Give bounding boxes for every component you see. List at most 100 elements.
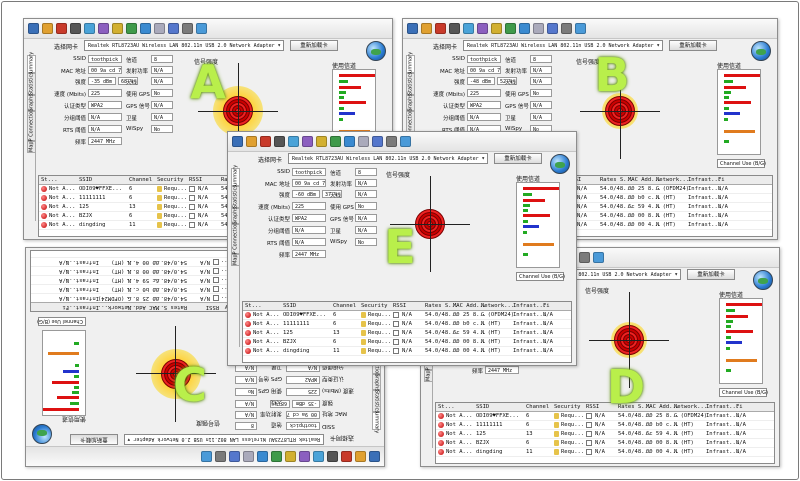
info-icon[interactable]	[561, 23, 572, 34]
rssi-checkbox[interactable]	[213, 277, 219, 283]
save-icon[interactable]	[232, 136, 243, 147]
column-header[interactable]: RSSI	[393, 303, 407, 309]
rssi-checkbox[interactable]	[189, 186, 195, 192]
save-icon[interactable]	[407, 23, 418, 34]
filter-icon[interactable]	[274, 136, 285, 147]
channel-type-select[interactable]: Channel Use (B/G)	[719, 388, 768, 397]
rssi-checkbox[interactable]	[586, 413, 592, 419]
table-row[interactable]: Not A...11111111 6 Requ... N/A 54.0/48...00 …	[243, 320, 571, 329]
column-header[interactable]: Channel	[526, 404, 550, 410]
rssi-checkbox[interactable]	[213, 295, 219, 301]
info-icon[interactable]	[182, 23, 193, 34]
tab-ip-connection[interactable]: IP Connection	[27, 108, 36, 144]
filter-icon[interactable]	[70, 23, 81, 34]
column-header[interactable]: RSSI	[205, 304, 219, 310]
list-icon[interactable]	[243, 451, 254, 462]
reload-adapter-button[interactable]: 重新加载卡	[669, 40, 717, 51]
column-header[interactable]: Channel	[129, 177, 153, 183]
search-icon[interactable]	[201, 451, 212, 462]
search-icon[interactable]	[593, 252, 604, 263]
copy-icon[interactable]	[463, 23, 474, 34]
column-header[interactable]: SSID	[79, 177, 93, 183]
rssi-checkbox[interactable]	[213, 259, 219, 265]
table-row[interactable]: Not A...125 13 Requ... N/A 54.0/48...6c 59 4…	[436, 430, 774, 439]
log-icon[interactable]	[302, 136, 313, 147]
scan-icon[interactable]	[491, 23, 502, 34]
reload-adapter-button[interactable]: 重新加载卡	[687, 269, 735, 280]
column-header[interactable]: St...	[245, 303, 262, 309]
settings-icon[interactable]	[344, 136, 355, 147]
column-header[interactable]: Fi	[62, 304, 69, 310]
tab-summary[interactable]: Summary	[406, 51, 415, 77]
search-icon[interactable]	[575, 23, 586, 34]
adapter-select[interactable]: Realtek RTL8723AU Wireless LAN 802.11n U…	[84, 40, 284, 51]
column-header[interactable]: Infrast...	[706, 404, 740, 410]
tab-statistics[interactable]: Statistics	[231, 185, 240, 209]
open-folder-icon[interactable]	[42, 23, 53, 34]
copy-icon[interactable]	[288, 136, 299, 147]
settings-icon[interactable]	[140, 23, 151, 34]
channel-type-select[interactable]: Channel Use (B/G)	[717, 159, 766, 168]
column-header[interactable]: St...	[41, 177, 58, 183]
scan-icon[interactable]	[112, 23, 123, 34]
save-icon[interactable]	[369, 451, 380, 462]
tab-summary[interactable]: Summary	[372, 408, 381, 434]
help-icon[interactable]	[372, 136, 383, 147]
info-icon[interactable]	[215, 451, 226, 462]
table-row[interactable]: Not A...125 13 Requ... N/A 54.0/48...6c 59 4…	[243, 329, 571, 338]
channel-type-select[interactable]: Channel Use (B/G)	[37, 317, 86, 326]
log-icon[interactable]	[299, 451, 310, 462]
rssi-checkbox[interactable]	[189, 213, 195, 219]
column-header[interactable]: Security	[554, 404, 581, 410]
column-header[interactable]: MAC Add...	[646, 404, 680, 410]
column-header[interactable]: Rates S...	[425, 303, 459, 309]
table-row[interactable]: Not A...dingding 11 Requ... N/A 54.0/48...00…	[436, 448, 774, 457]
table-row[interactable]: Not A...BZJX 6 Requ... N/A 54.0/48...00 00 8…	[436, 439, 774, 448]
column-header[interactable]: SSID	[283, 303, 297, 309]
column-header[interactable]: Network...	[656, 177, 690, 183]
search-icon[interactable]	[196, 23, 207, 34]
column-header[interactable]: Channel	[333, 303, 357, 309]
column-header[interactable]: Fi	[736, 404, 743, 410]
column-header[interactable]: MAC Add...	[453, 303, 487, 309]
rssi-checkbox[interactable]	[213, 268, 219, 274]
scan-icon[interactable]	[316, 136, 327, 147]
info-icon[interactable]	[386, 136, 397, 147]
column-header[interactable]: Network...	[97, 304, 131, 310]
help-icon[interactable]	[229, 451, 240, 462]
column-header[interactable]: Fi	[718, 177, 725, 183]
column-header[interactable]: Security	[157, 177, 184, 183]
copy-icon[interactable]	[313, 451, 324, 462]
open-folder-icon[interactable]	[355, 451, 366, 462]
rssi-checkbox[interactable]	[586, 440, 592, 446]
tab-map[interactable]: Map	[424, 370, 433, 382]
check-icon[interactable]	[126, 23, 137, 34]
search-icon[interactable]	[400, 136, 411, 147]
tab-map[interactable]: Map	[27, 141, 36, 153]
adapter-select[interactable]: Realtek RTL8723AU Wireless LAN 802.11n U…	[463, 40, 663, 51]
column-header[interactable]: Security	[361, 303, 388, 309]
info-icon[interactable]	[579, 252, 590, 263]
rssi-checkbox[interactable]	[586, 431, 592, 437]
reload-adapter-button[interactable]: 重新加载卡	[70, 434, 118, 445]
column-header[interactable]: Fi	[543, 303, 550, 309]
column-header[interactable]: Network...	[674, 404, 708, 410]
log-icon[interactable]	[477, 23, 488, 34]
adapter-select[interactable]: Realtek RTL8723AU Wireless LAN 802.11n U…	[124, 434, 324, 445]
check-icon[interactable]	[330, 136, 341, 147]
record-icon[interactable]	[260, 136, 271, 147]
column-header[interactable]: SSID	[476, 404, 490, 410]
tab-statistics[interactable]: Statistics	[27, 72, 36, 96]
save-icon[interactable]	[28, 23, 39, 34]
rssi-checkbox[interactable]	[586, 449, 592, 455]
column-header[interactable]: RSSI	[189, 177, 203, 183]
list-icon[interactable]	[533, 23, 544, 34]
scan-icon[interactable]	[285, 451, 296, 462]
filter-icon[interactable]	[449, 23, 460, 34]
column-header[interactable]: Rates S...	[600, 177, 634, 183]
rssi-checkbox[interactable]	[213, 286, 219, 292]
table-row[interactable]: Not A...11111111 6 Requ... N/A 54.0/48...00 …	[436, 421, 774, 430]
table-row[interactable]: Not A...dingding 11 Requ... N/A 54.0/48...00…	[243, 347, 571, 356]
rssi-checkbox[interactable]	[393, 312, 399, 318]
copy-icon[interactable]	[84, 23, 95, 34]
